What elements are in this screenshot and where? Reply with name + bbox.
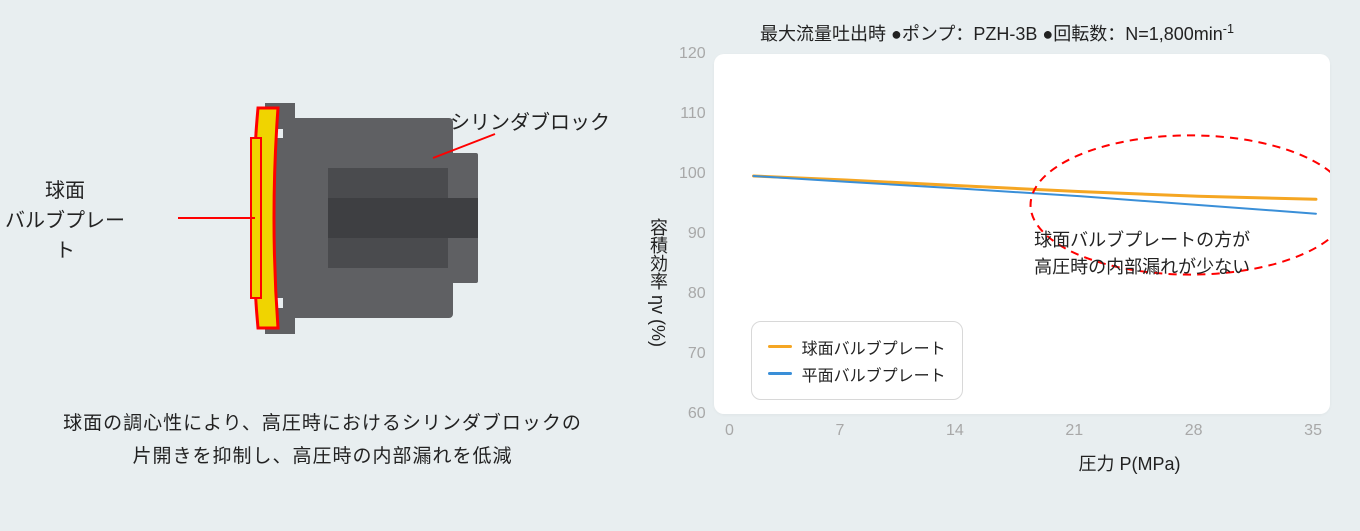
legend-item: 平面バルブプレート xyxy=(768,362,946,386)
x-axis-label-text: 圧力 P(MPa) xyxy=(1078,454,1180,474)
chart-title-text: 最大流量吐出時 ●ポンプ：PZH-3B ●回転数：N=1,800min xyxy=(760,24,1223,44)
x-axis-label: 圧力 P(MPa) xyxy=(679,450,1330,476)
x-tick: 7 xyxy=(836,422,845,440)
x-ticks-row: 0 7 14 21 28 35 xyxy=(679,422,1330,440)
chart-title: 最大流量吐出時 ●ポンプ：PZH-3B ●回転数：N=1,800min-1 xyxy=(645,20,1330,46)
legend-swatch xyxy=(768,372,792,375)
label-cylinder-text: シリンダブロック xyxy=(450,112,610,134)
left-caption-text: 球面の調心性により、高圧時におけるシリンダブロックの片開きを抑制し、高圧時の内部… xyxy=(63,413,582,466)
x-ticks: 0 7 14 21 28 35 xyxy=(717,422,1330,440)
x-tick: 35 xyxy=(1304,422,1322,440)
x-tick: 21 xyxy=(1065,422,1083,440)
cutaway-diagram: 球面バルブプレート シリンダブロック xyxy=(30,58,615,378)
y-axis-label: 容積効率 ηv (%) xyxy=(645,54,679,511)
plot-area-wrap: 12011010090807060 球面バルブプレートの方が高圧時の内部漏れが少… xyxy=(679,54,1330,414)
label-valve-plate: 球面バルブプレート xyxy=(0,176,130,266)
legend-label: 平面バルブプレート xyxy=(802,362,946,386)
label-valve-plate-text: 球面バルブプレート xyxy=(5,180,125,262)
root: 球面バルブプレート シリンダブロック 球面の調心性により、高圧時におけるシリンダ… xyxy=(0,0,1360,531)
chart-title-sup: -1 xyxy=(1223,22,1234,36)
legend-label: 球面バルブプレート xyxy=(802,335,946,359)
legend-item: 球面バルブプレート xyxy=(768,335,946,359)
x-tick: 28 xyxy=(1185,422,1203,440)
right-panel: 最大流量吐出時 ●ポンプ：PZH-3B ●回転数：N=1,800min-1 容積… xyxy=(615,20,1330,511)
series-line xyxy=(753,176,1315,214)
x-tick: 0 xyxy=(725,422,734,440)
left-caption: 球面の調心性により、高圧時におけるシリンダブロックの片開きを抑制し、高圧時の内部… xyxy=(63,408,582,473)
x-tick: 14 xyxy=(946,422,964,440)
y-ticks: 12011010090807060 xyxy=(679,54,714,414)
chart-annotation-text: 球面バルブプレートの方が高圧時の内部漏れが少ない xyxy=(1034,230,1250,277)
legend-swatch xyxy=(768,345,792,348)
plot-area: 球面バルブプレートの方が高圧時の内部漏れが少ない 球面バルブプレート平面バルブプ… xyxy=(714,54,1330,414)
legend: 球面バルブプレート平面バルブプレート xyxy=(751,321,963,400)
y-axis-label-text: 容積効率 ηv (%) xyxy=(645,218,671,347)
left-panel: 球面バルブプレート シリンダブロック 球面の調心性により、高圧時におけるシリンダ… xyxy=(30,20,615,511)
chart-wrapper: 容積効率 ηv (%) 12011010090807060 球面バルブプレートの… xyxy=(645,54,1330,511)
label-cylinder-block: シリンダブロック xyxy=(450,108,630,138)
chart-main: 12011010090807060 球面バルブプレートの方が高圧時の内部漏れが少… xyxy=(679,54,1330,511)
chart-annotation: 球面バルブプレートの方が高圧時の内部漏れが少ない xyxy=(1034,227,1250,281)
